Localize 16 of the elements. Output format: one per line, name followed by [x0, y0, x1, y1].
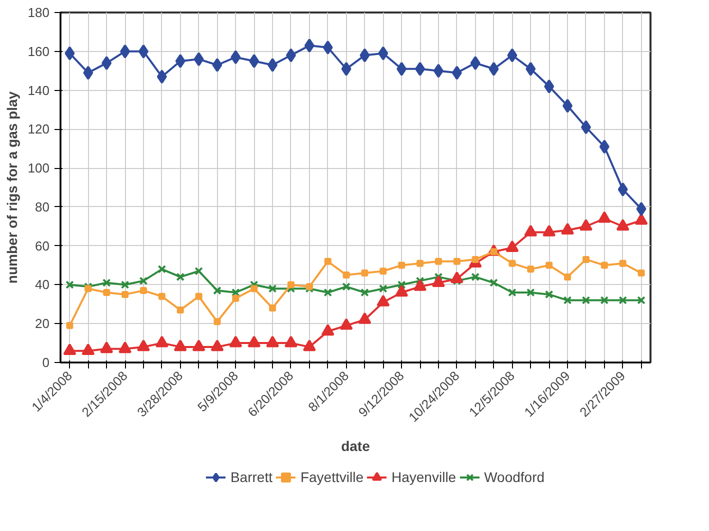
- y-axis-title: number of rigs for a gas play: [4, 91, 20, 284]
- legend-label: Hayenville: [392, 469, 456, 485]
- legend-label: Fayettville: [300, 469, 364, 485]
- y-tick-label: 20: [35, 316, 50, 332]
- y-tick-label: 140: [28, 82, 50, 98]
- x-axis-title: date: [341, 438, 370, 454]
- y-tick-label: 180: [28, 5, 50, 20]
- y-tick-label: 120: [28, 122, 50, 137]
- legend-label: Woodford: [484, 469, 545, 485]
- y-tick-label: 80: [35, 199, 50, 214]
- legend-label: Barrett: [230, 469, 272, 485]
- y-tick-label: 40: [35, 277, 50, 292]
- y-tick-label: 100: [28, 160, 50, 176]
- y-tick-label: 60: [35, 238, 50, 254]
- y-tick-label: 160: [28, 44, 50, 59]
- y-tick-label: 0: [42, 355, 50, 370]
